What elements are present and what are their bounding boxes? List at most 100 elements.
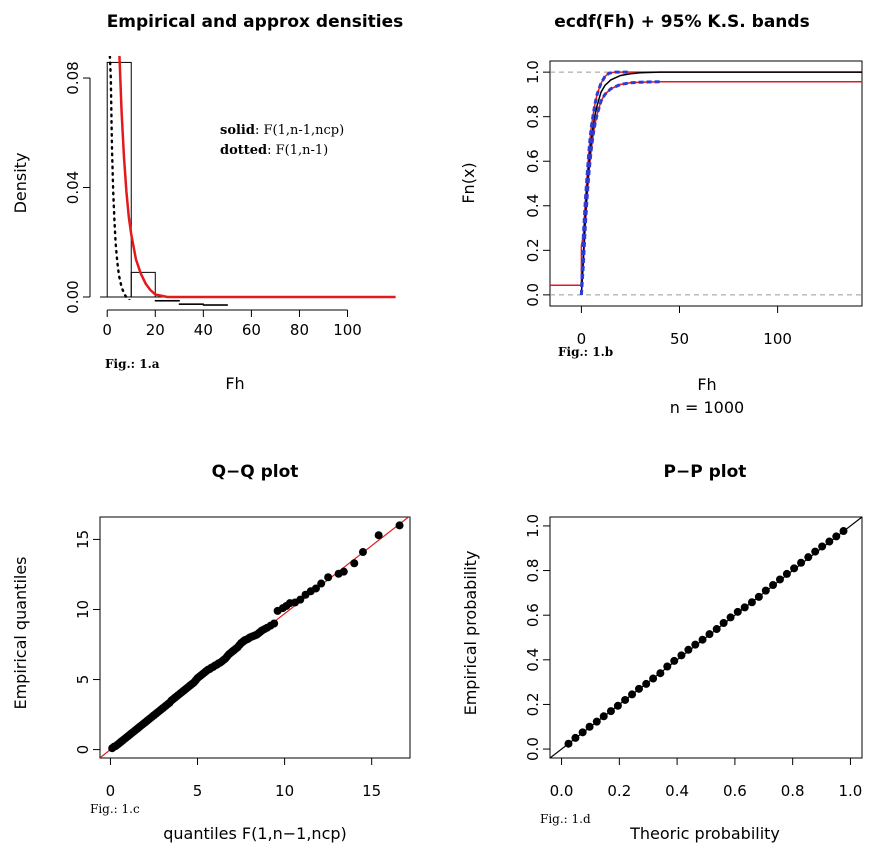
y-tick-label: 0.2 — [524, 693, 542, 717]
ecdf-axes: 0 50 100 0.0 0.2 0.4 0.6 0.8 1.0 — [524, 60, 792, 348]
qq-axes: 0 5 10 15 0 5 10 15 — [74, 530, 381, 800]
pp-point — [825, 537, 834, 546]
pp-point — [642, 679, 651, 688]
x-tick-label: 0 — [106, 782, 116, 800]
qq-point — [311, 584, 320, 593]
x-tick-label: 0.2 — [607, 782, 631, 800]
pp-point — [649, 674, 658, 683]
panel-density: Empirical and approx densities 0 20 40 60 80… — [11, 12, 404, 393]
legend-solid: solid: F(1,n-1,ncp) — [220, 123, 344, 138]
qq-title: Q−Q plot — [212, 462, 299, 482]
pp-point — [698, 635, 707, 644]
ecdf-lines — [549, 60, 863, 307]
x-tick-label: 15 — [362, 782, 381, 800]
y-tick-label: 0.04 — [64, 171, 82, 204]
approx-lower-line — [579, 80, 660, 295]
pp-point — [775, 575, 784, 584]
y-tick-label: 0.4 — [524, 648, 542, 672]
x-tick-label: 0.8 — [781, 782, 805, 800]
x-tick-label: 60 — [242, 321, 261, 339]
qq-fig-label: Fig.: 1.c — [90, 802, 140, 816]
qq-point — [374, 531, 383, 540]
y-tick-label: 5 — [74, 675, 92, 685]
pp-point — [754, 592, 763, 601]
pp-point — [677, 651, 686, 660]
x-tick-label: 5 — [193, 782, 203, 800]
pp-point — [564, 739, 573, 748]
density-title: Empirical and approx densities — [107, 12, 404, 32]
x-tick-label: 40 — [194, 321, 213, 339]
pp-point — [804, 553, 813, 562]
density-fig-label: Fig.: 1.a — [105, 357, 160, 371]
pp-point — [790, 564, 799, 573]
pp-point — [663, 662, 672, 671]
ecdf-line — [580, 71, 862, 295]
histogram-bar — [178, 303, 204, 305]
ecdf-subtitle: n = 1000 — [670, 398, 744, 417]
pp-point — [712, 625, 721, 634]
x-tick-label: 0.0 — [550, 782, 574, 800]
pp-point — [797, 558, 806, 567]
panel-qq: Q−Q plot 0 5 10 15 0 5 10 15 quantiles F(1,n−1,… — [11, 462, 411, 843]
pp-point — [684, 645, 693, 654]
y-tick-label: 0.6 — [524, 149, 542, 173]
y-tick-label: 0.2 — [524, 238, 542, 262]
histogram-bar — [202, 304, 228, 306]
x-tick-label: 50 — [670, 330, 689, 348]
legend-dotted-key: dotted — [220, 143, 267, 158]
pp-point — [592, 717, 601, 726]
pp-point — [782, 569, 791, 578]
legend-solid-key: solid — [220, 123, 255, 138]
qq-ylabel: Empirical quantiles — [11, 556, 30, 709]
pp-point — [839, 527, 848, 536]
pp-point — [769, 581, 778, 590]
pp-ylabel: Empirical probability — [461, 551, 480, 716]
x-tick-label: 80 — [290, 321, 309, 339]
ecdf-xlabel: Fh — [697, 375, 716, 394]
y-tick-label: 10 — [74, 600, 92, 619]
legend-dotted-text: : F(1,n-1) — [267, 143, 328, 158]
approx-upper-line — [579, 70, 631, 295]
pp-point — [726, 613, 735, 622]
density-curves — [108, 56, 396, 300]
ecdf-title: ecdf(Fh) + 95% K.S. bands — [554, 12, 809, 32]
pp-point — [740, 603, 749, 612]
pp-point — [606, 707, 615, 716]
x-tick-label: 0.6 — [723, 782, 747, 800]
pp-point — [613, 701, 622, 710]
x-tick-label: 0.4 — [665, 782, 689, 800]
pp-points — [564, 527, 848, 748]
x-tick-label: 100 — [763, 330, 792, 348]
pp-axes: 0.0 0.2 0.4 0.6 0.8 1.0 0.0 0.2 0.4 0.6 0.8 1.0 — [524, 514, 862, 800]
qq-point — [317, 579, 326, 588]
qq-point — [350, 559, 359, 568]
legend-dotted: dotted: F(1,n-1) — [220, 143, 328, 158]
histogram-bar — [154, 299, 180, 302]
y-tick-label: 15 — [74, 530, 92, 549]
y-tick-label: 0 — [74, 745, 92, 755]
y-tick-label: 0.00 — [64, 280, 82, 313]
pp-point — [719, 618, 728, 627]
pp-point — [670, 656, 679, 665]
x-tick-label: 100 — [333, 321, 362, 339]
panel-pp: P−P plot 0.0 0.2 0.4 0.6 0.8 1.00.00.20.40.60… — [461, 462, 863, 843]
y-tick-label: 0.6 — [524, 603, 542, 627]
qq-plot-box — [99, 516, 411, 759]
panel-ecdf: ecdf(Fh) + 95% K.S. bands 0 50 100 0.0 0.2 0.… — [459, 12, 863, 417]
y-tick-label: 0.0 — [524, 737, 542, 761]
qq-xlabel: quantiles F(1,n−1,ncp) — [163, 824, 347, 843]
qq-point — [296, 595, 305, 604]
qq-point — [395, 521, 404, 530]
ecdf-fig-label: Fig.: 1.b — [558, 345, 613, 359]
pp-xlabel: Theoric probability — [629, 824, 780, 843]
pp-title: P−P plot — [664, 462, 747, 482]
pp-plot-box — [549, 516, 863, 759]
pp-point — [832, 532, 841, 541]
x-tick-label: 0 — [102, 321, 112, 339]
pp-point — [761, 586, 770, 595]
pp-point — [585, 722, 594, 731]
qq-points — [108, 521, 404, 753]
pp-point — [599, 712, 608, 721]
qq-point — [339, 567, 348, 576]
curve-dotted-f-central — [108, 56, 132, 300]
